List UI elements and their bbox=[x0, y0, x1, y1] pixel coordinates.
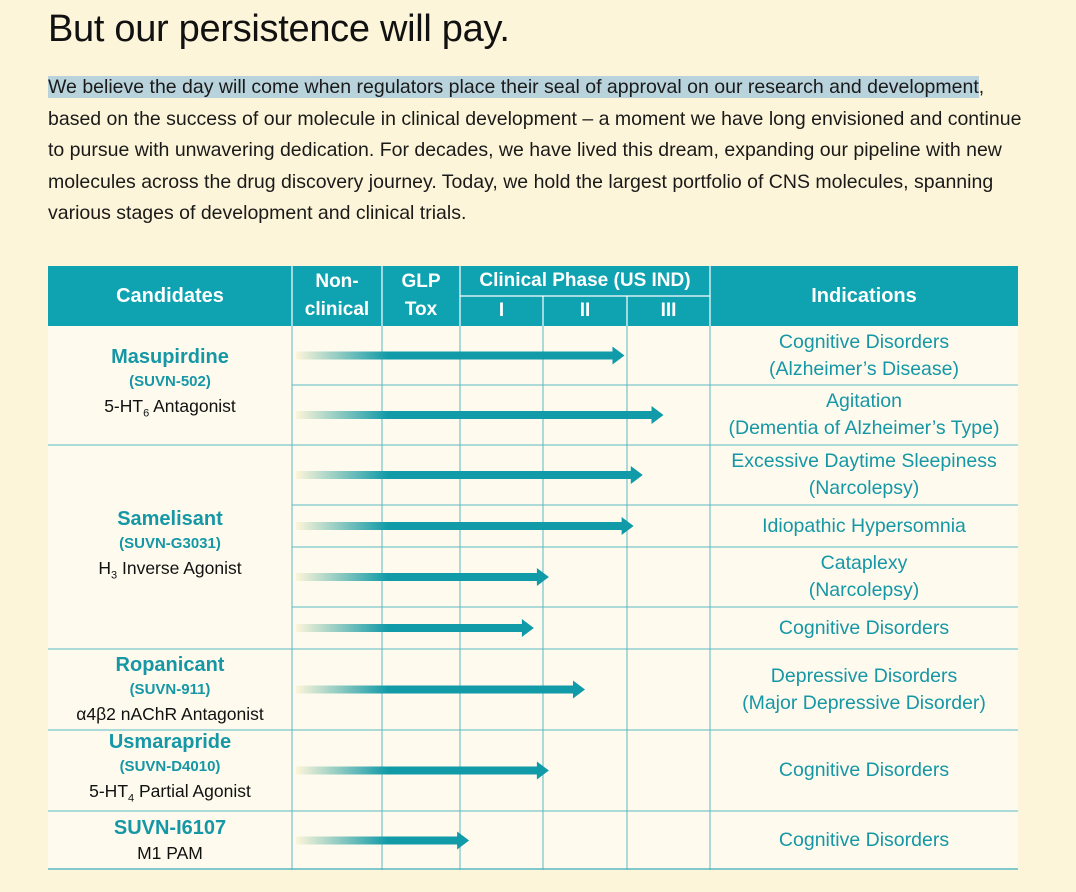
progress-arrow bbox=[296, 831, 470, 850]
page-heading: But our persistence will pay. bbox=[48, 8, 510, 50]
progress-arrow bbox=[296, 517, 634, 535]
indication-line: Excessive Daytime Sleepiness bbox=[731, 450, 997, 472]
candidate-suvn-i6107: SUVN-I6107 M1 PAM bbox=[48, 811, 292, 869]
candidate-name: Samelisant bbox=[117, 507, 223, 530]
header-nonclinical: Non- clinical bbox=[292, 266, 382, 326]
candidate-code: (SUVN-G3031) bbox=[119, 534, 221, 552]
progress-arrow bbox=[296, 680, 585, 699]
header-phase-3: III bbox=[627, 296, 710, 326]
candidate-mechanism: H3 Inverse Agonist bbox=[98, 557, 242, 582]
indication-cell: Cognitive Disorders bbox=[710, 730, 1018, 811]
indication-cell: Cognitive Disorders (Alzheimer’s Disease… bbox=[710, 326, 1018, 385]
indication-cell: Idiopathic Hypersomnia bbox=[710, 505, 1018, 547]
candidate-name: Masupirdine bbox=[111, 346, 229, 369]
candidate-code: (SUVN-911) bbox=[129, 681, 211, 698]
progress-arrow bbox=[296, 761, 549, 780]
intro-paragraph: We believe the day will come when regula… bbox=[48, 72, 1038, 230]
progress-arrow bbox=[296, 406, 664, 424]
indication-line: Agitation bbox=[826, 390, 902, 412]
header-glp-line1: GLP bbox=[401, 271, 441, 292]
indication-line: (Narcolepsy) bbox=[808, 579, 920, 601]
candidate-code: (SUVN-D4010) bbox=[119, 758, 221, 776]
indication-line: (Alzheimer’s Disease) bbox=[768, 357, 959, 380]
indication-cell: Cognitive Disorders bbox=[710, 607, 1018, 649]
candidate-mechanism: M1 PAM bbox=[137, 842, 203, 863]
candidate-name: SUVN-I6107 bbox=[113, 816, 227, 839]
progress-arrow bbox=[296, 619, 534, 637]
candidate-samelisant: Samelisant (SUVN-G3031) H3 Inverse Agoni… bbox=[48, 445, 292, 649]
progress-arrow bbox=[296, 568, 549, 586]
header-glp-line2: Tox bbox=[404, 299, 438, 320]
indication-cell: Cataplexy (Narcolepsy) bbox=[710, 547, 1018, 607]
indication-line: Cognitive Disorders bbox=[778, 828, 950, 851]
indication-line: Cataplexy bbox=[820, 552, 908, 574]
candidate-masupirdine: Masupirdine (SUVN-502) 5-HT6 Antagonist bbox=[48, 326, 292, 445]
indication-line: Depressive Disorders bbox=[770, 664, 958, 687]
pipeline-table: Candidates Non- clinical GLP Tox Clinica… bbox=[48, 266, 1018, 870]
candidate-name: Ropanicant bbox=[115, 654, 225, 676]
header-clinical-label: Clinical Phase (US IND) bbox=[479, 270, 691, 291]
header-nonclinical-line1: Non- bbox=[315, 271, 359, 292]
header-phase-2-label: II bbox=[579, 300, 591, 321]
indication-cell: Excessive Daytime Sleepiness (Narcolepsy… bbox=[710, 445, 1018, 505]
intro-text: , based on the success of our molecule i… bbox=[48, 76, 1022, 224]
candidate-usmarapride: Usmarapride (SUVN-D4010) 5-HT4 Partial A… bbox=[48, 730, 292, 811]
pipeline-grid bbox=[48, 266, 1018, 870]
header-candidates-label: Candidates bbox=[116, 285, 224, 307]
indication-cell: Agitation (Dementia of Alzheimer’s Type) bbox=[710, 385, 1018, 445]
indication-line: Cognitive Disorders bbox=[778, 616, 950, 639]
candidate-name: Usmarapride bbox=[108, 731, 232, 754]
indication-line: Cognitive Disorders bbox=[778, 759, 950, 781]
candidate-code: (SUVN-502) bbox=[129, 373, 211, 391]
header-phase-3-label: III bbox=[660, 300, 677, 321]
header-phase-1: I bbox=[460, 296, 543, 326]
header-phase-1-label: I bbox=[498, 300, 505, 321]
header-indications: Indications bbox=[710, 266, 1018, 326]
indication-line: (Major Depressive Disorder) bbox=[742, 691, 986, 714]
header-glp-tox: GLP Tox bbox=[382, 266, 460, 326]
candidate-mechanism: 5-HT4 Partial Agonist bbox=[89, 781, 251, 805]
header-phase-2: II bbox=[543, 296, 627, 326]
header-nonclinical-line2: clinical bbox=[304, 299, 370, 320]
indication-line: Idiopathic Hypersomnia bbox=[762, 514, 966, 537]
indication-line: Cognitive Disorders bbox=[778, 330, 950, 353]
header-candidates: Candidates bbox=[48, 266, 292, 326]
header-clinical-phase: Clinical Phase (US IND) bbox=[460, 266, 710, 296]
highlighted-text: We believe the day will come when regula… bbox=[48, 76, 979, 98]
candidate-mechanism: 5-HT6 Antagonist bbox=[104, 396, 236, 420]
header-indications-label: Indications bbox=[811, 285, 917, 307]
candidate-mechanism: α4β2 nAChR Antagonist bbox=[76, 704, 264, 724]
candidate-ropanicant: Ropanicant (SUVN-911) α4β2 nAChR Antagon… bbox=[48, 649, 292, 730]
indication-cell: Cognitive Disorders bbox=[710, 811, 1018, 869]
progress-arrow bbox=[296, 346, 625, 365]
indication-cell: Depressive Disorders (Major Depressive D… bbox=[710, 649, 1018, 730]
indication-line: (Dementia of Alzheimer’s Type) bbox=[728, 417, 1000, 439]
indication-line: (Narcolepsy) bbox=[808, 477, 920, 499]
progress-arrow bbox=[296, 466, 643, 484]
